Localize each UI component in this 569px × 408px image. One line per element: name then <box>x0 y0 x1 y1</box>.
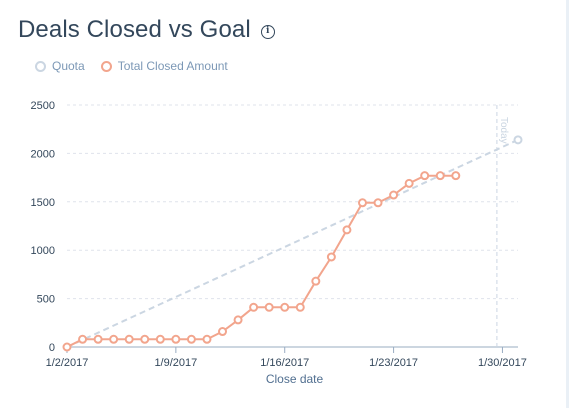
y-tick-label: 500 <box>37 294 55 306</box>
data-point <box>78 334 88 344</box>
data-point <box>62 342 72 352</box>
legend: Quota Total Closed Amount <box>35 59 244 73</box>
data-point <box>357 198 367 208</box>
data-point <box>451 171 461 181</box>
x-tick-label: 1/30/2017 <box>478 357 527 369</box>
data-point <box>171 334 181 344</box>
legend-label-total-closed-amount: Total Closed Amount <box>117 59 228 73</box>
data-point <box>140 334 150 344</box>
legend-item-total-closed-amount[interactable]: Total Closed Amount <box>100 59 228 73</box>
data-point <box>264 302 274 312</box>
quota-point <box>513 135 523 145</box>
data-point <box>233 315 243 325</box>
data-point <box>109 334 119 344</box>
data-point <box>373 198 383 208</box>
data-point <box>155 334 165 344</box>
x-tick-label: 1/23/2017 <box>369 357 418 369</box>
data-point <box>404 178 414 188</box>
y-tick-label: 1500 <box>31 197 55 209</box>
x-axis-title: Close date <box>266 372 324 386</box>
y-tick-label: 1000 <box>31 245 55 257</box>
legend-label-quota: Quota <box>52 59 85 73</box>
panel-edge <box>566 0 569 408</box>
data-point <box>124 334 134 344</box>
data-point <box>326 252 336 262</box>
legend-marker-quota <box>35 60 46 72</box>
x-tick-label: 1/9/2017 <box>154 357 197 369</box>
title-row: Deals Closed vs Goal i <box>18 16 275 44</box>
info-icon[interactable]: i <box>260 24 275 39</box>
today-label: Today <box>498 117 509 144</box>
y-tick-label: 2500 <box>31 100 55 112</box>
data-point <box>280 302 290 312</box>
chart-title: Deals Closed vs Goal <box>18 16 251 43</box>
legend-marker-total-closed-amount <box>100 60 112 72</box>
y-tick-label: 2000 <box>31 148 55 160</box>
y-tick-label: 0 <box>49 342 55 354</box>
data-point <box>202 334 212 344</box>
x-tick-label: 1/16/2017 <box>260 357 309 369</box>
data-point <box>435 171 445 181</box>
data-point <box>420 171 430 181</box>
data-point <box>93 334 103 344</box>
x-tick-label: 1/2/2017 <box>46 357 89 369</box>
data-point <box>218 327 228 337</box>
data-point <box>186 334 196 344</box>
data-point <box>389 190 399 200</box>
data-point <box>311 276 321 286</box>
data-point <box>249 302 259 312</box>
data-point <box>295 302 305 312</box>
series-line-quota <box>66 138 519 348</box>
legend-item-quota[interactable]: Quota <box>35 59 85 73</box>
data-point <box>342 225 352 235</box>
